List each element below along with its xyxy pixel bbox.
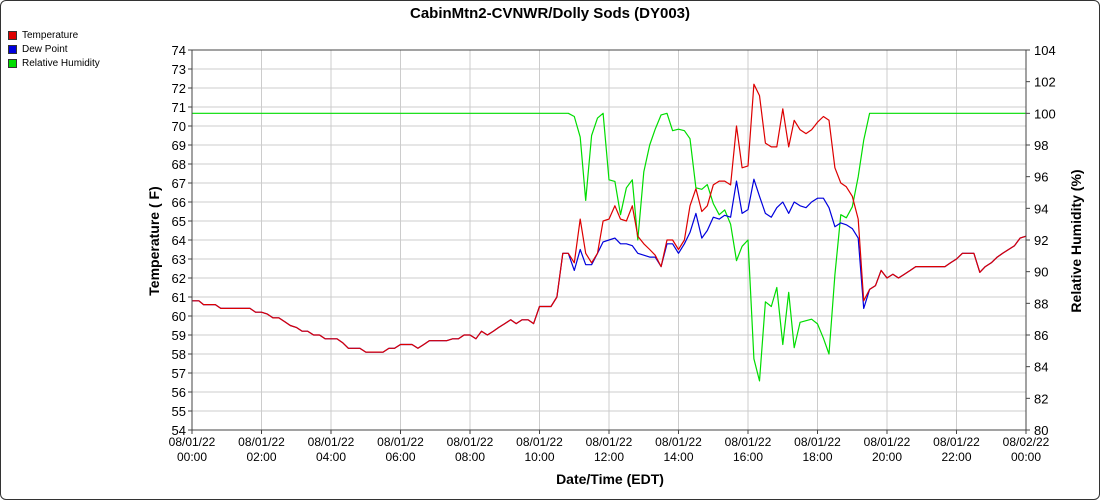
x-tick-time: 14:00	[663, 450, 693, 464]
x-tick-time: 08:00	[455, 450, 485, 464]
y-tick-label: 68	[172, 157, 186, 172]
legend-label-temperature: Temperature	[22, 29, 79, 41]
x-tick-time: 06:00	[385, 450, 415, 464]
y-tick-label: 74	[172, 43, 186, 58]
x-tick-time: 12:00	[594, 450, 624, 464]
x-tick-date: 08/01/22	[933, 435, 980, 449]
x-tick-date: 08/01/22	[377, 435, 424, 449]
x-tick-date: 08/01/22	[308, 435, 355, 449]
y-tick-label: 72	[172, 81, 186, 96]
y2-axis-label: Relative Humidity (%)	[1068, 169, 1084, 312]
x-tick-date: 08/01/22	[864, 435, 911, 449]
x-tick-date: 08/01/22	[586, 435, 633, 449]
legend-swatch-temperature	[8, 30, 17, 40]
y-tick-label: 65	[172, 214, 186, 229]
legend-item-relative-humidity: Relative Humidity	[8, 56, 100, 70]
series-line-temperature	[192, 83, 1027, 353]
legend-item-temperature: Temperature	[8, 28, 100, 42]
y2-tick-label: 94	[1034, 201, 1048, 216]
y-tick-label: 67	[172, 176, 186, 191]
y2-tick-label: 102	[1034, 75, 1056, 90]
x-tick-date: 08/01/22	[447, 435, 494, 449]
y-tick-label: 59	[172, 328, 186, 343]
legend-item-dew-point: Dew Point	[8, 42, 100, 56]
plot-border	[191, 49, 1027, 431]
legend-swatch-dew-point	[8, 44, 17, 54]
y-tick-label: 71	[172, 100, 186, 115]
series-layer	[192, 83, 1027, 382]
y-tick-label: 62	[172, 271, 186, 286]
y2-tick-label: 100	[1034, 106, 1056, 121]
y-tick-label: 70	[172, 119, 186, 134]
x-tick-time: 02:00	[246, 450, 276, 464]
y-tick-label: 69	[172, 138, 186, 153]
legend-label-relative-humidity: Relative Humidity	[22, 57, 100, 69]
legend-label-dew-point: Dew Point	[22, 43, 68, 55]
y2-tick-label: 82	[1034, 391, 1048, 406]
x-tick-time: 22:00	[941, 450, 971, 464]
x-axis-ticks: 08/01/2200:0008/01/2202:0008/01/2204:000…	[169, 430, 1050, 464]
x-tick-time: 04:00	[316, 450, 346, 464]
y-tick-label: 56	[172, 385, 186, 400]
x-tick-date: 08/01/22	[169, 435, 216, 449]
x-tick-date: 08/01/22	[725, 435, 772, 449]
x-tick-time: 00:00	[177, 450, 207, 464]
y-axis-ticks: 54 55 56 57 58 59 60 61 62 63 64 65 66 67 68 69 70 71 72 73…	[172, 43, 192, 438]
y-tick-label: 60	[172, 309, 186, 324]
y-tick-label: 61	[172, 290, 186, 305]
y2-tick-label: 104	[1034, 43, 1056, 58]
legend: Temperature Dew Point Relative Humidity	[8, 28, 100, 70]
x-tick-date: 08/02/22	[1003, 435, 1050, 449]
y2-tick-label: 80	[1034, 423, 1048, 438]
x-tick-date: 08/01/22	[655, 435, 702, 449]
y2-tick-label: 90	[1034, 265, 1048, 280]
y2-tick-label: 88	[1034, 296, 1048, 311]
series-line-relative-humidity	[192, 112, 1026, 382]
y2-tick-label: 96	[1034, 170, 1048, 185]
y-tick-label: 73	[172, 62, 186, 77]
y-tick-label: 58	[172, 347, 186, 362]
x-tick-date: 08/01/22	[794, 435, 841, 449]
y-tick-label: 66	[172, 195, 186, 210]
x-tick-time: 16:00	[733, 450, 763, 464]
y2-tick-label: 86	[1034, 328, 1048, 343]
y-tick-label: 55	[172, 404, 186, 419]
chart-title: CabinMtn2-CVNWR/Dolly Sods (DY003)	[410, 5, 690, 22]
y-tick-label: 54	[172, 423, 186, 438]
x-axis-label: Date/Time (EDT)	[556, 471, 664, 487]
x-tick-time: 10:00	[524, 450, 554, 464]
x-tick-time: 18:00	[802, 450, 832, 464]
x-tick-time: 00:00	[1011, 450, 1041, 464]
y-tick-label: 63	[172, 252, 186, 267]
y-tick-label: 64	[172, 233, 186, 248]
x-tick-date: 08/01/22	[516, 435, 563, 449]
y-axis-label: Temperature ( F)	[146, 186, 162, 295]
x-tick-date: 08/01/22	[238, 435, 285, 449]
y2-tick-label: 92	[1034, 233, 1048, 248]
x-tick-time: 20:00	[872, 450, 902, 464]
y2-tick-label: 84	[1034, 360, 1048, 375]
y-tick-label: 57	[172, 366, 186, 381]
legend-swatch-relative-humidity	[8, 58, 17, 68]
y2-tick-label: 98	[1034, 138, 1048, 153]
y2-axis-ticks: 80 82 84 86 88 90 92 94 96 98 100 102 104	[1026, 43, 1056, 438]
